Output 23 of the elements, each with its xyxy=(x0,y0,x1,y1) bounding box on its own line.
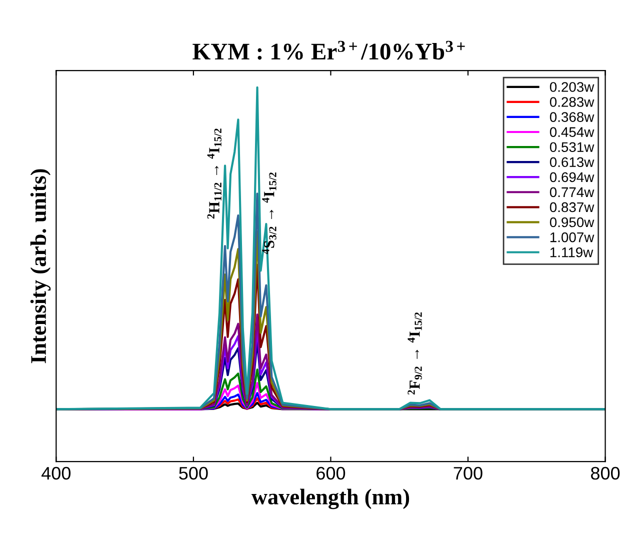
legend-label: 0.774w xyxy=(550,187,594,198)
legend-label: 0.454w xyxy=(550,127,594,137)
x-axis-title: wavelength (nm) xyxy=(251,488,410,510)
legend-label: 0.613w xyxy=(550,157,594,168)
annotation: $^{4}$S$_{3/2}$ → $^{4}$I$_{15/2}$ xyxy=(262,172,276,254)
legend-label: 1.119w xyxy=(550,247,594,258)
legend-label: 0.531w xyxy=(550,142,594,152)
legend-label: 1.007w xyxy=(550,232,594,242)
legend-label: 0.368w xyxy=(550,112,594,122)
chart-title: KYM : 1% Er$^{3+}$/10%Yb$^{3+}$ xyxy=(192,40,465,60)
y-axis-title: Intensity (arb. units) xyxy=(30,169,51,364)
legend-label: 0.837w xyxy=(550,202,594,212)
annotation: $^{2}$F$_{9/2}$ → $^{4}$I$_{15/2}$ xyxy=(408,312,422,395)
annotation: $^{2}$H$_{11/2}$ → $^{4}$I$_{15/2}$ xyxy=(207,128,222,219)
x-tick-label: 600 xyxy=(316,466,346,480)
legend-label: 0.950w xyxy=(550,217,594,228)
legend-label: 0.203w xyxy=(550,82,594,92)
legend-label: 0.694w xyxy=(550,172,594,182)
x-tick-label: 500 xyxy=(179,466,208,480)
x-tick-label: 400 xyxy=(42,466,71,480)
x-tick-label: 700 xyxy=(454,466,482,480)
x-tick-label: 800 xyxy=(591,466,620,480)
legend-label: 0.283w xyxy=(550,97,594,107)
